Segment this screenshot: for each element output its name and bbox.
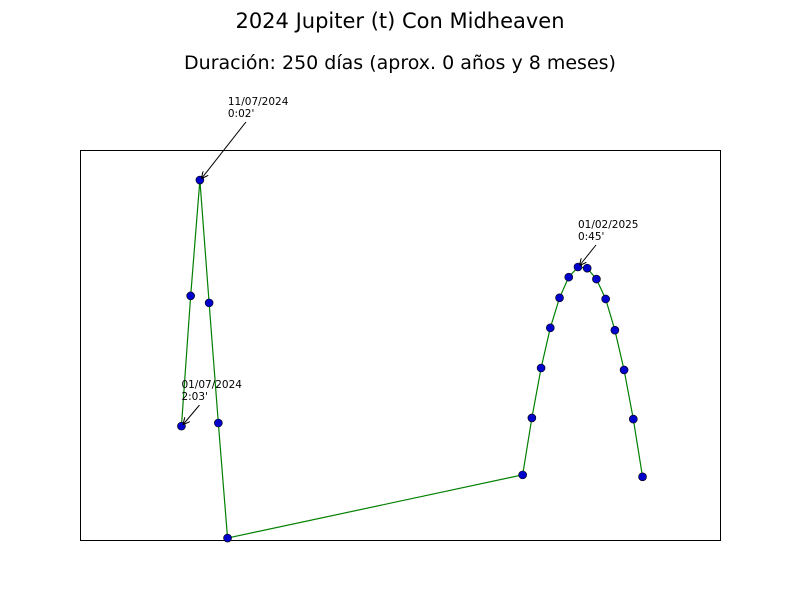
data-line xyxy=(180,179,644,539)
data-point xyxy=(555,293,564,303)
data-point xyxy=(582,263,592,273)
data-point xyxy=(619,365,629,375)
annotation-arrow xyxy=(202,121,247,178)
chart-subtitle: Duración: 250 días (aprox. 0 años y 8 me… xyxy=(184,52,616,74)
data-point xyxy=(214,418,223,428)
data-point xyxy=(223,533,232,543)
annotation-date: 01/02/2025 xyxy=(578,219,639,231)
annotation-date: 11/07/2024 xyxy=(228,96,289,108)
annotation-arrow xyxy=(183,404,200,424)
data-point xyxy=(546,323,555,333)
annotation-orb: 0:02' xyxy=(228,108,254,120)
data-point xyxy=(527,413,537,423)
data-point xyxy=(564,272,574,282)
data-point xyxy=(592,274,601,284)
plot-frame xyxy=(80,150,721,541)
data-point xyxy=(629,414,638,424)
data-point xyxy=(638,472,647,482)
data-point xyxy=(518,470,527,480)
chart-title: 2024 Jupiter (t) Con Midheaven xyxy=(235,9,564,33)
annotation-arrow xyxy=(580,244,597,265)
data-point xyxy=(601,294,610,304)
data-point xyxy=(536,363,546,373)
annotation-date: 01/07/2024 xyxy=(181,379,242,391)
data-point xyxy=(204,298,214,308)
data-point xyxy=(186,291,195,301)
annotation-orb: 2:03' xyxy=(181,391,207,403)
annotation-orb: 0:45' xyxy=(578,231,604,243)
data-point xyxy=(610,325,620,335)
